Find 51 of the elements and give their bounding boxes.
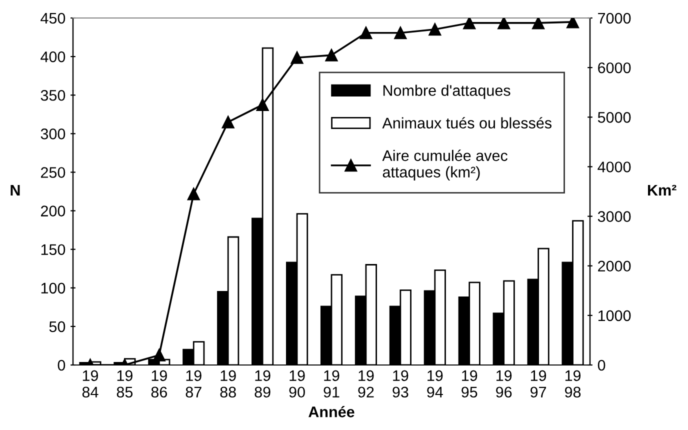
y-tick-label: 0 xyxy=(58,360,66,371)
y2-tick-label: 0 xyxy=(598,360,606,371)
point xyxy=(360,26,372,40)
y-tick-label: 250 xyxy=(40,167,66,178)
x-axis-title: Année xyxy=(308,406,354,418)
y-tick-label: 300 xyxy=(40,128,66,140)
x-tick-label: 19 93 xyxy=(392,370,408,398)
point xyxy=(394,26,407,40)
y2-tick-label: 6000 xyxy=(598,62,631,74)
x-tick-label: 19 94 xyxy=(427,370,443,398)
x-tick-label: 19 90 xyxy=(289,370,305,398)
y-tick-label: 200 xyxy=(40,206,66,216)
y-tick-label: 450 xyxy=(40,12,66,24)
x-tick-label: 19 95 xyxy=(462,370,478,398)
point xyxy=(222,116,234,128)
y2-tick-label: 5000 xyxy=(598,112,631,123)
point xyxy=(566,18,580,28)
legend-label: Nombre d'attaques xyxy=(383,84,510,99)
x-tick-label: 19 97 xyxy=(530,370,546,398)
y2-tick-label: 7000 xyxy=(598,12,631,24)
x-tick-label: 19 84 xyxy=(82,370,98,398)
y-axis-title: N xyxy=(10,184,20,196)
point xyxy=(290,51,304,64)
y-tick-label: 150 xyxy=(41,244,66,256)
y2-axis-title: Km² xyxy=(648,184,676,196)
x-tick-label: 19 96 xyxy=(496,370,512,398)
y2-tick-label: 2000 xyxy=(598,260,631,272)
point xyxy=(256,98,269,111)
x-tick-label: 19 91 xyxy=(324,370,340,398)
y-tick-label: 350 xyxy=(40,90,66,101)
point xyxy=(532,18,545,30)
y2-tick-label: 1000 xyxy=(598,310,631,322)
y-tick-label: 100 xyxy=(41,282,66,294)
x-tick-label: 19 88 xyxy=(220,370,236,398)
x-tick-label: 19 98 xyxy=(564,370,581,398)
legend-label: Aire cumulée avec attaques (km²) xyxy=(382,150,508,181)
x-tick-label: 19 85 xyxy=(116,370,133,398)
x-tick-label: 19 92 xyxy=(358,370,374,398)
y2-tick-label: 4000 xyxy=(598,162,631,172)
x-tick-label: 19 89 xyxy=(254,370,270,398)
point xyxy=(428,23,442,36)
y2-tick-label: 3000 xyxy=(598,211,631,222)
point xyxy=(325,48,338,62)
y-tick-label: 50 xyxy=(49,321,66,332)
point xyxy=(463,18,476,30)
legend-label: Animaux tués ou blessés xyxy=(382,117,552,129)
x-tick-label: 19 87 xyxy=(186,370,202,398)
point xyxy=(498,18,510,30)
x-tick-label: 19 86 xyxy=(151,370,167,398)
y-tick-label: 400 xyxy=(40,51,66,62)
point xyxy=(187,188,200,200)
